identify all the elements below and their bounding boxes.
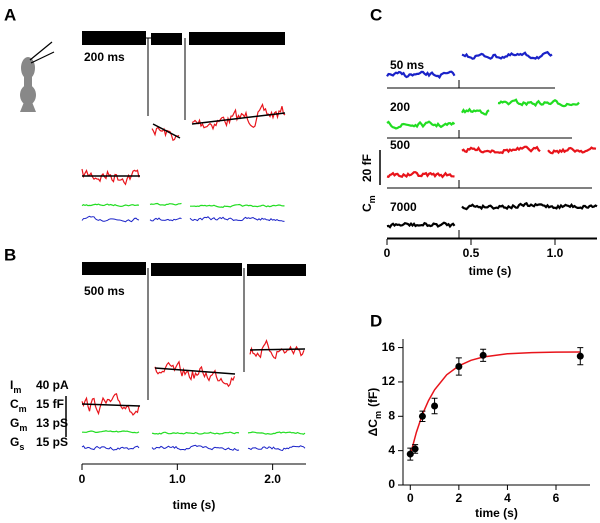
trace xyxy=(81,203,140,208)
trace xyxy=(81,215,140,223)
row-label: 7000 xyxy=(390,200,417,214)
legend-entry: Gm xyxy=(10,416,27,433)
trace xyxy=(81,445,140,451)
current-trace xyxy=(82,31,146,45)
panel-label: C xyxy=(370,5,382,24)
trace xyxy=(154,360,236,388)
trace xyxy=(82,430,140,434)
trace xyxy=(191,102,286,131)
panel-label: D xyxy=(370,311,382,330)
row-label: 500 xyxy=(390,138,410,152)
data-point xyxy=(431,402,439,410)
text-part: C xyxy=(360,203,374,212)
trace xyxy=(461,107,490,116)
scale-label: 500 ms xyxy=(84,284,125,298)
legend-entry: Cm xyxy=(10,397,27,414)
current-trace xyxy=(151,263,242,276)
trace xyxy=(461,201,598,211)
x-tick-label: 2 xyxy=(456,491,463,505)
legend-entry: Im xyxy=(10,378,21,395)
fit-line xyxy=(81,403,141,407)
row-label: 50 ms xyxy=(390,58,424,72)
subscript: m xyxy=(19,404,27,414)
x-tick-label: 0.5 xyxy=(463,246,480,260)
text-part: C xyxy=(10,397,19,411)
y-tick-label: 4 xyxy=(388,443,395,457)
current-trace xyxy=(189,32,285,45)
trace xyxy=(81,392,140,416)
current-trace xyxy=(151,33,182,45)
current-trace xyxy=(82,262,146,275)
y-tick-label: 8 xyxy=(388,408,395,422)
trace xyxy=(497,98,580,108)
panel-label: B xyxy=(4,245,16,264)
trace xyxy=(386,70,456,80)
current-trace xyxy=(247,264,306,276)
legend-entry: Gs xyxy=(10,435,24,452)
subscript: m xyxy=(373,411,383,419)
trace xyxy=(151,444,240,451)
data-point xyxy=(406,450,414,458)
trace xyxy=(247,445,306,452)
trace xyxy=(189,216,285,222)
legend-scale: 15 fF xyxy=(36,397,64,411)
legend-scale: 13 pS xyxy=(36,416,68,430)
x-axis-label: time (s) xyxy=(475,506,518,520)
x-tick-label: 0 xyxy=(79,472,86,486)
data-point xyxy=(576,352,584,360)
y-tick-label: 0 xyxy=(388,477,395,491)
cell-icon xyxy=(20,41,55,112)
trace xyxy=(461,50,553,60)
x-tick-label: 1.0 xyxy=(169,472,186,486)
trace xyxy=(386,171,455,179)
trace xyxy=(386,120,456,130)
x-axis-label: time (s) xyxy=(469,264,512,278)
x-tick-label: 6 xyxy=(553,491,560,505)
subscript: s xyxy=(19,442,24,452)
y-tick-label: 12 xyxy=(382,374,396,388)
x-tick-label: 1.0 xyxy=(547,246,564,260)
x-tick-label: 0 xyxy=(407,491,414,505)
x-tick-label: 2.0 xyxy=(264,472,281,486)
subscript: m xyxy=(367,195,377,203)
trace xyxy=(547,146,597,155)
text-part: G xyxy=(10,416,19,430)
x-tick-label: 4 xyxy=(504,491,511,505)
text-part: I xyxy=(10,378,13,392)
subscript: m xyxy=(13,385,21,395)
data-point xyxy=(411,445,419,453)
scale-label: 200 ms xyxy=(84,50,125,64)
x-tick-label: 0 xyxy=(384,246,391,260)
legend-scale: 15 pS xyxy=(36,435,68,449)
fit-line xyxy=(191,112,286,125)
data-point xyxy=(479,351,487,359)
trace xyxy=(151,126,180,142)
trace xyxy=(190,203,285,208)
trace xyxy=(149,217,182,222)
scale-label: 20 fF xyxy=(360,154,374,182)
trace xyxy=(81,168,140,186)
fit-line xyxy=(154,367,236,375)
y-tick-label: 16 xyxy=(382,340,396,354)
data-point xyxy=(418,412,426,420)
text-part: ΔC xyxy=(366,419,380,437)
row-label: 200 xyxy=(390,100,410,114)
y-axis-label: Cm xyxy=(360,195,377,212)
panel-label: A xyxy=(4,5,16,24)
data-point xyxy=(455,362,463,370)
x-axis-label: time (s) xyxy=(173,498,216,512)
fit-line xyxy=(152,123,181,139)
trace xyxy=(151,431,240,435)
text-part: (fF) xyxy=(366,388,380,407)
trace xyxy=(149,202,182,206)
trace xyxy=(247,431,306,435)
trace xyxy=(461,145,541,155)
y-axis-label: ΔCm (fF) xyxy=(366,388,383,437)
fit-line xyxy=(249,348,306,351)
text-part: G xyxy=(10,435,19,449)
legend-scale: 40 pA xyxy=(36,378,69,392)
subscript: m xyxy=(19,423,27,433)
trace xyxy=(386,221,456,229)
